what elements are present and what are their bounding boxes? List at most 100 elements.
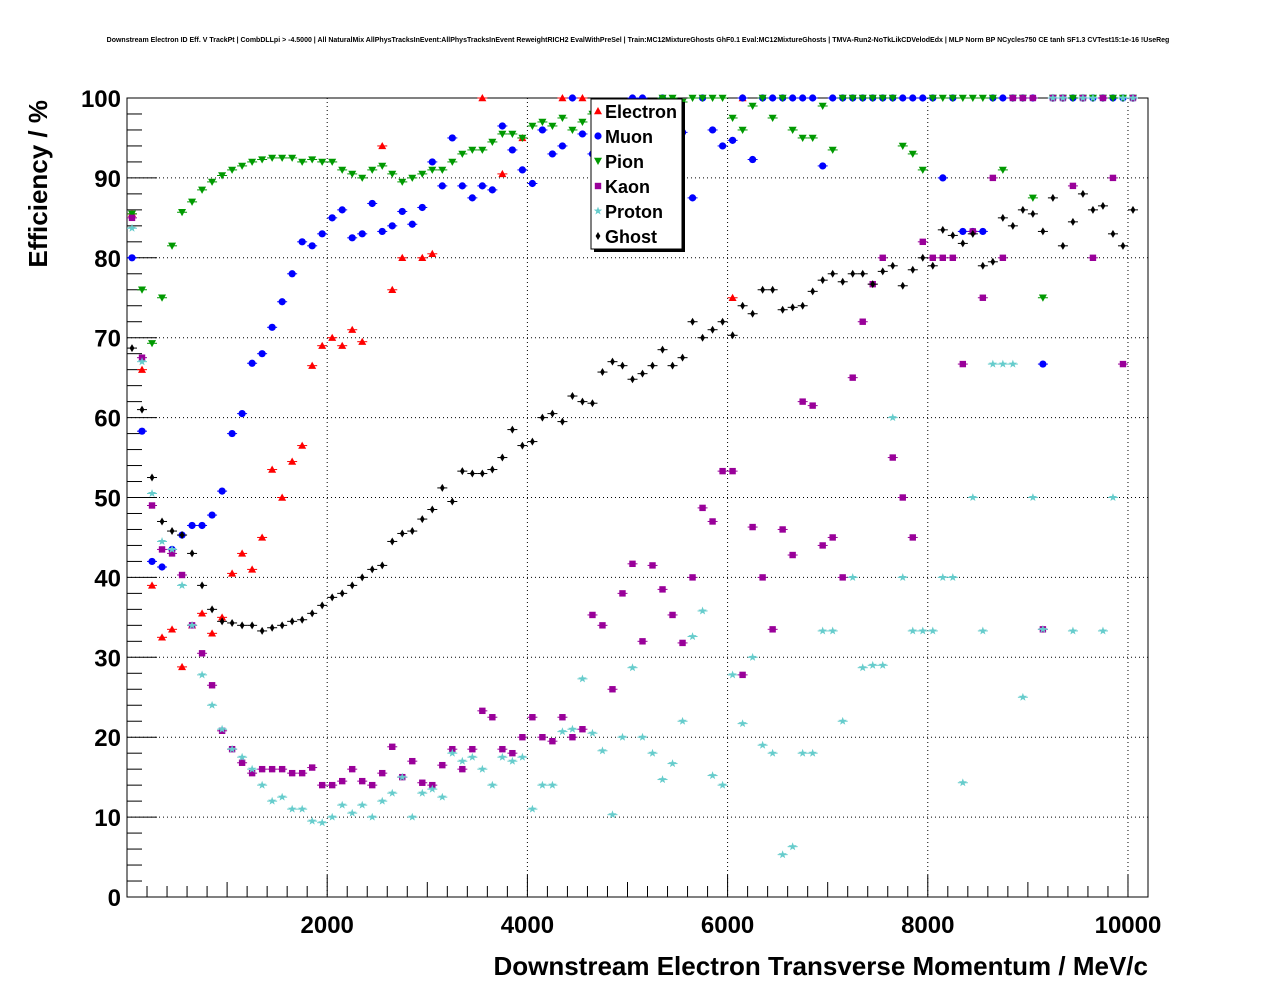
data-point (1108, 94, 1117, 102)
data-point (378, 162, 387, 170)
data-point-group (987, 359, 998, 368)
data-point (808, 134, 817, 142)
data-point-group (607, 686, 618, 693)
data-point-group (277, 765, 288, 773)
data-point (538, 118, 547, 126)
data-point (459, 467, 465, 476)
data-point (458, 150, 467, 158)
data-point-group (567, 734, 578, 741)
data-point (429, 505, 435, 514)
data-point-group (497, 752, 508, 761)
data-point-group (377, 796, 388, 805)
data-point-group (557, 142, 568, 150)
data-point-group (597, 622, 608, 629)
data-point (558, 727, 567, 736)
data-point-group (1037, 624, 1048, 633)
data-point (438, 166, 447, 174)
data-point (1058, 93, 1068, 102)
data-point-group (227, 569, 238, 577)
data-point (1009, 94, 1017, 102)
data-point (438, 182, 446, 190)
data-point-group (627, 375, 638, 384)
data-point-group (127, 344, 138, 353)
data-point (139, 405, 145, 414)
data-point (939, 254, 946, 261)
data-point-group (437, 182, 448, 190)
y-tick-label: 20 (94, 725, 121, 752)
data-point-group (527, 437, 538, 446)
data-point (708, 94, 717, 102)
data-point (908, 150, 917, 158)
data-point (899, 494, 906, 501)
data-point (308, 361, 317, 369)
data-point-group (457, 150, 468, 158)
data-point-group (867, 660, 878, 669)
data-point (758, 94, 767, 102)
data-point (940, 225, 946, 234)
data-point-group (607, 810, 618, 819)
data-point (149, 473, 155, 482)
data-point (949, 254, 957, 261)
data-point (968, 94, 977, 102)
data-point (699, 504, 706, 512)
axis-ticks (127, 97, 1149, 898)
data-point-group (497, 745, 508, 753)
data-point-group (997, 359, 1008, 368)
data-point-group (1067, 217, 1078, 226)
data-point-group (457, 756, 468, 765)
data-point (448, 748, 457, 757)
data-point-group (897, 281, 908, 290)
data-point-group (847, 573, 858, 581)
data-point (809, 402, 816, 409)
data-point (1060, 241, 1066, 250)
data-point-group (237, 759, 248, 766)
data-point-group (427, 784, 438, 793)
data-point (1099, 94, 1107, 102)
data-point (348, 234, 356, 242)
data-point-group (1097, 201, 1108, 210)
data-point-group (797, 301, 808, 310)
data-point-group (507, 130, 518, 138)
data-point (478, 94, 487, 102)
data-point-group (227, 744, 238, 753)
data-point (988, 94, 997, 102)
data-point (1080, 189, 1086, 198)
data-point-group (377, 141, 388, 150)
data-point-group (1067, 94, 1078, 102)
data-point (359, 573, 365, 582)
data-point (298, 441, 307, 449)
data-point (489, 714, 496, 721)
data-point (578, 94, 587, 102)
x-tick-labels: 2000 4000 6000 8000 10000 (301, 912, 1162, 939)
data-point (968, 493, 978, 502)
data-point-group (167, 625, 178, 633)
data-point (1040, 227, 1046, 236)
data-point-group (587, 611, 598, 619)
data-point-group (657, 94, 668, 102)
data-point-group (917, 94, 928, 102)
data-point (419, 779, 426, 786)
data-point-group (157, 546, 168, 553)
data-point-group (757, 574, 768, 581)
data-point (408, 174, 417, 182)
data-point (458, 182, 466, 190)
data-point (217, 724, 227, 733)
data-point (868, 660, 877, 669)
data-point-group (137, 286, 148, 294)
data-point-group (697, 504, 708, 512)
data-point-group (527, 804, 538, 813)
data-point (749, 523, 756, 531)
data-point-group (397, 178, 408, 186)
data-point (229, 618, 235, 627)
data-point (168, 625, 177, 633)
data-point (298, 238, 306, 246)
data-point-group (557, 727, 568, 736)
data-point (668, 759, 677, 768)
data-point (249, 621, 255, 630)
data-point-group (867, 94, 878, 102)
data-point-group (167, 550, 178, 557)
data-point (928, 626, 937, 635)
data-point-group (767, 94, 778, 102)
data-point-group (1047, 93, 1058, 102)
data-point (1048, 93, 1058, 102)
